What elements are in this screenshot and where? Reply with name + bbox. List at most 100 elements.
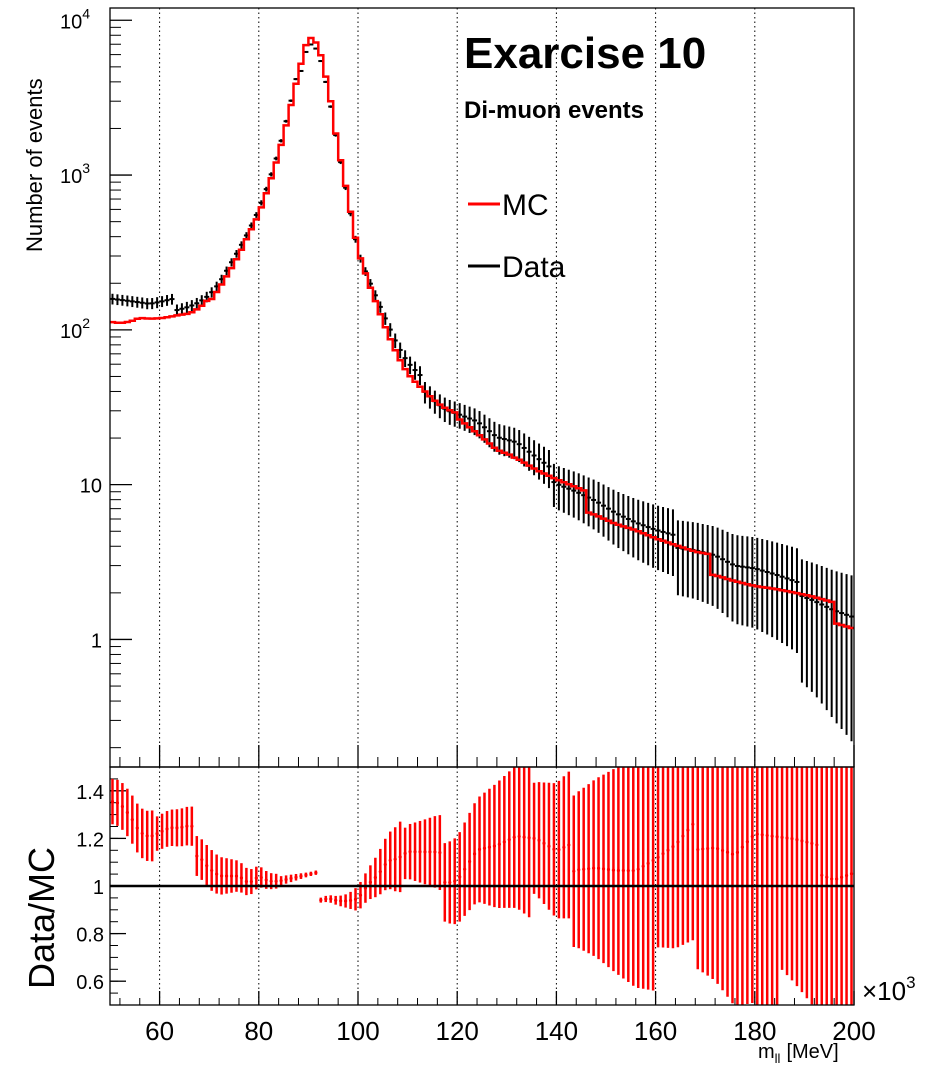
ratio-point (418, 850, 422, 854)
main-y-axis-title: Number of events (22, 78, 47, 252)
ratio-point (775, 835, 779, 839)
ratio-point (294, 875, 298, 879)
ratio-point (329, 897, 333, 901)
x-tick-label: 160 (634, 1016, 677, 1046)
ratio-point (448, 880, 452, 885)
ratio-point (304, 873, 308, 877)
x-multiplier-label: ×103 (862, 973, 916, 1006)
ratio-point (398, 855, 402, 859)
ratio-point (378, 869, 382, 874)
ratio-point (428, 850, 432, 854)
ratio-point (849, 872, 854, 876)
ratio-point (661, 852, 665, 856)
ratio-point (244, 879, 248, 884)
ratio-point (403, 851, 407, 855)
ratio-point (363, 886, 368, 890)
ratio-point (805, 840, 809, 844)
ratio-point (413, 850, 417, 854)
ratio-point (785, 836, 789, 840)
ratio-point (274, 879, 278, 883)
ratio-point (482, 846, 487, 850)
ratio-point (527, 836, 531, 840)
ratio-point (587, 867, 591, 871)
ratio-point (740, 845, 745, 849)
ratio-point (706, 846, 710, 851)
ratio-point (477, 847, 482, 852)
ratio-point (691, 822, 695, 826)
ratio-point (800, 839, 804, 843)
ratio-point (676, 840, 680, 844)
ratio-point (562, 845, 566, 849)
ratio-point (254, 876, 258, 880)
ratio-point (284, 877, 288, 882)
ratio-grid (159, 767, 756, 1005)
ratio-point (408, 850, 412, 854)
ratio-point (348, 898, 353, 903)
ratio-point (115, 801, 120, 805)
ratio-point (135, 826, 139, 830)
ratio-point (532, 836, 536, 840)
ratio-point (636, 867, 640, 871)
ratio-point (492, 844, 496, 848)
main-grid (159, 8, 756, 767)
ratio-y-tick-label: 1.4 (76, 782, 104, 804)
ratio-point (433, 850, 437, 854)
ratio-y-axis-title: Data/MC (21, 847, 62, 989)
ratio-point (671, 845, 675, 849)
x-tick-label: 120 (436, 1016, 479, 1046)
ratio-point (393, 857, 397, 861)
ratio-point (666, 848, 670, 852)
ratio-y-tick-label: 1 (93, 877, 104, 899)
x-tick-label: 180 (733, 1016, 776, 1046)
ratio-point (170, 826, 174, 830)
ratio-point (269, 879, 273, 883)
ratio-point (423, 850, 427, 854)
ratio-point (765, 833, 769, 838)
ratio-point (572, 869, 576, 873)
ratio-point (522, 835, 526, 839)
ratio-point (487, 845, 492, 849)
ratio-point (210, 868, 214, 873)
x-tick-label: 100 (336, 1016, 379, 1046)
ratio-x-tick-labels: 60 80 100 120 140 160 180 200 (145, 1016, 876, 1046)
ratio-point (497, 842, 501, 846)
ratio-point (646, 861, 650, 865)
ratio-point (165, 827, 169, 831)
ratio-point (309, 872, 313, 876)
ratio-point (175, 826, 179, 830)
ratio-point (388, 858, 392, 862)
ratio-point (339, 899, 343, 903)
ratio-point (552, 847, 556, 851)
chart-title: Exarcise 10 (464, 29, 706, 78)
ratio-point (195, 854, 199, 858)
ratio-point (472, 852, 477, 856)
ratio-point (512, 835, 516, 839)
ratio-point (239, 876, 244, 880)
ratio-point (790, 837, 794, 841)
ratio-point (264, 878, 268, 882)
ratio-point (616, 868, 621, 873)
ratio-point (507, 837, 511, 842)
ratio-point (438, 850, 442, 855)
ratio-point (830, 877, 834, 881)
ratio-point (145, 834, 149, 838)
y-tick-label: 10 (80, 476, 102, 498)
ratio-point (547, 844, 551, 848)
ratio-point (443, 880, 447, 884)
ratio-point (557, 848, 561, 852)
ratio-point (373, 875, 377, 880)
ratio-point (745, 840, 749, 844)
ratio-point (656, 855, 660, 859)
ratio-point (760, 833, 764, 837)
ratio-point (334, 898, 338, 902)
ratio-point (840, 875, 844, 879)
ratio-point (319, 898, 323, 902)
ratio-point (220, 874, 224, 878)
ratio-point (730, 852, 735, 856)
ratio-point (626, 868, 630, 873)
ratio-point (537, 838, 541, 842)
x-tick-label: 80 (244, 1016, 273, 1046)
ratio-point (696, 847, 700, 852)
ratio-point (844, 873, 849, 878)
